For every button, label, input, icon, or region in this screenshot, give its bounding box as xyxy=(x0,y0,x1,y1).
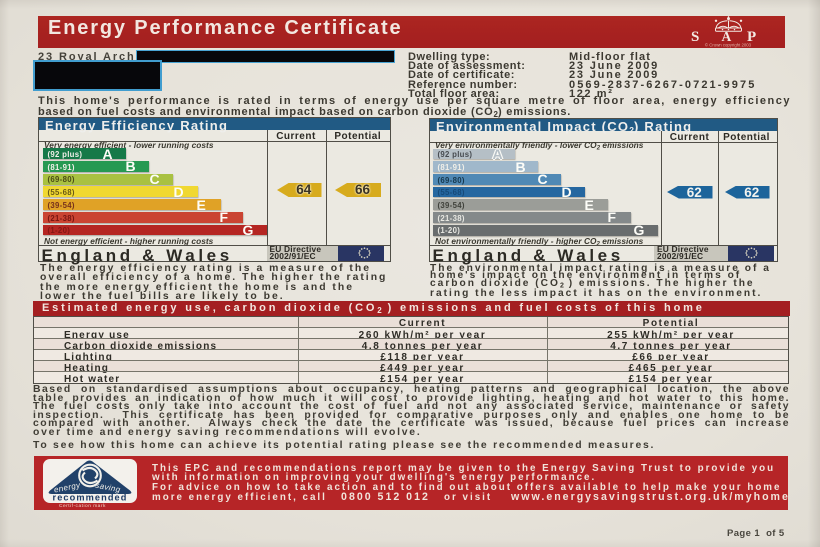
svg-text:recommended: recommended xyxy=(52,492,127,502)
svg-text:P: P xyxy=(747,29,756,45)
svg-text:© Crown copyright 2003: © Crown copyright 2003 xyxy=(705,43,752,48)
svg-text:S: S xyxy=(691,29,699,45)
svg-text:A: A xyxy=(722,29,732,44)
